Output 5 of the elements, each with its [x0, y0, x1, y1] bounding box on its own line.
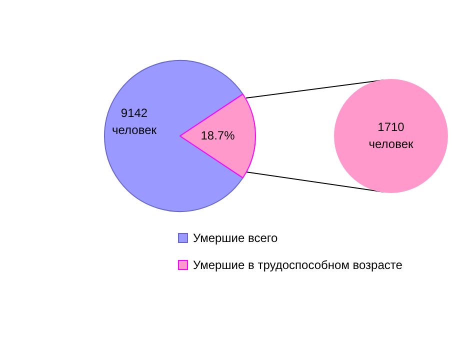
legend-label: Умершие в трудоспособном возрасте [193, 258, 402, 272]
data-label: 18.7% [200, 128, 236, 142]
text: 9142 человек [112, 106, 158, 137]
data-label: 1710 человек [368, 120, 414, 151]
legend-label: Умершие всего [193, 230, 278, 244]
